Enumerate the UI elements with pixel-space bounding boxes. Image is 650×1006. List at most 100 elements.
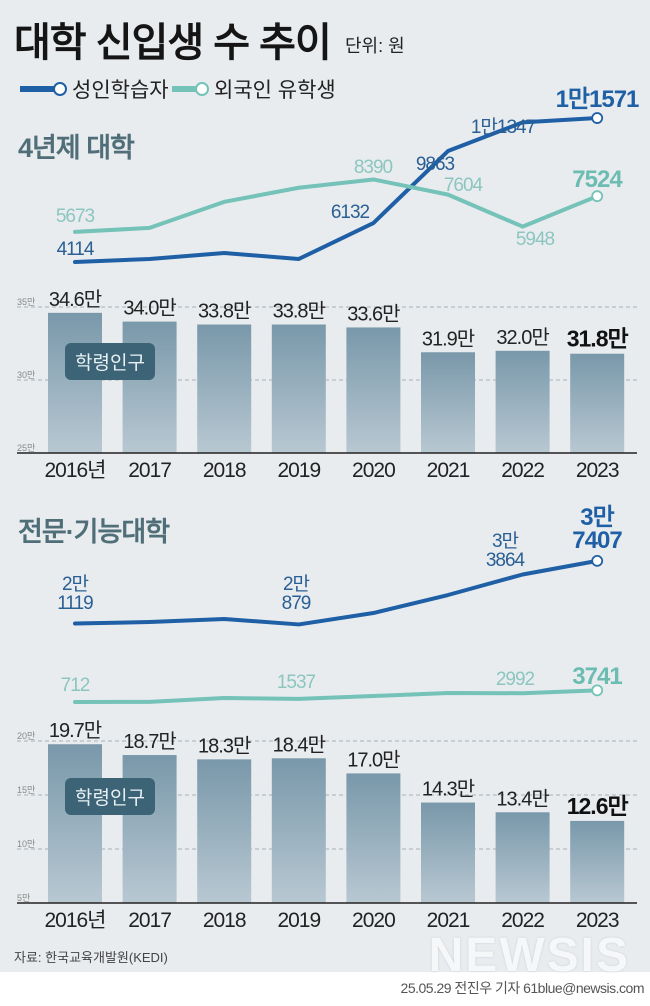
x-tick-label: 2020 (352, 909, 395, 932)
data-label-line: 3만 (491, 531, 519, 552)
x-tick-label: 2023 (576, 459, 619, 482)
series-end-marker (591, 684, 604, 697)
x-tick-label: 2019 (277, 459, 320, 482)
data-label-line: 2만 (61, 574, 89, 595)
data-label: 712 (60, 675, 91, 696)
legend-item-adult-learners: 성인학습자 (18, 74, 169, 104)
bar-value-label: 34.0만 (123, 297, 176, 320)
x-tick-label: 2019 (277, 909, 320, 932)
x-tick-label: 2018 (203, 909, 246, 932)
series-line (73, 688, 600, 704)
school-age-population-label: 학령인구 (65, 778, 155, 815)
bar (495, 350, 550, 453)
legend-line-marker-icon (20, 82, 67, 96)
source-note: 자료: 한국교육개발원(KEDI) (14, 950, 168, 965)
bar (48, 744, 102, 903)
data-label-line: 2만 (282, 574, 310, 595)
bar-value-label: 13.4만 (496, 787, 549, 810)
y-tick-label: 25만 (17, 443, 35, 453)
section-title-junior-college: 전문·기능대학 (18, 517, 170, 547)
series-line (73, 177, 600, 234)
x-tick-label: 2022 (501, 909, 544, 932)
bar (197, 759, 252, 903)
charts-canvas: 35만 30만 25만 34.6만 2016년 34.0만 2017 33.8만 2018 33.… (17, 112, 640, 932)
bar-value-label: 19.7만 (49, 719, 102, 742)
series-end-marker (591, 190, 604, 203)
data-label: 1만1347 (470, 117, 536, 138)
data-label: 7604 (443, 175, 483, 196)
x-tick-label: 2021 (427, 909, 470, 932)
bar-value-label: 17.0만 (347, 748, 400, 771)
bar (197, 324, 252, 453)
bar-value-label: 31.8만 (567, 326, 629, 352)
data-label: 9863 (415, 154, 455, 175)
bar (495, 812, 550, 903)
bar (122, 321, 177, 453)
data-label: 8390 (353, 157, 393, 178)
series-line (73, 116, 600, 264)
byline: 25.05.29 전진우 기자 61blue@newsis.com (400, 980, 645, 996)
x-tick-label: 2023 (576, 909, 619, 932)
data-label: 3만 3864 (485, 531, 525, 571)
x-tick-label: 2016년 (44, 909, 105, 932)
legend-line-marker-icon (172, 82, 209, 96)
data-label: 4114 (56, 239, 95, 260)
y-tick-label: 5만 (17, 893, 30, 903)
data-label-latest: 3만 7407 (572, 504, 622, 554)
series-end-marker (591, 112, 604, 124)
x-tick-label: 2018 (203, 459, 246, 482)
x-tick-label: 2022 (501, 459, 544, 482)
bar (346, 327, 401, 453)
data-label-line: 3만 (580, 504, 614, 531)
section-title-4year: 4년제 대학 (18, 133, 135, 163)
bar (421, 802, 475, 903)
bar-value-label: 14.3만 (422, 778, 475, 801)
series-line (73, 558, 600, 627)
y-tick-label: 15만 (17, 785, 35, 795)
bar-value-label: 18.3만 (198, 734, 251, 757)
bar (271, 324, 326, 453)
x-tick-label: 2017 (128, 909, 171, 932)
data-label: 5673 (55, 206, 95, 227)
y-tick-label: 30만 (17, 370, 35, 380)
y-tick-label: 35만 (17, 297, 35, 307)
x-tick-label: 2020 (352, 459, 395, 482)
legend-label: 성인학습자 (72, 79, 169, 102)
bar-value-label: 32.0만 (496, 326, 549, 349)
bar-value-label: 18.4만 (273, 733, 326, 756)
unit-label: 단위: 원 (345, 36, 405, 56)
bar-value-label: 31.9만 (422, 327, 475, 350)
legend-label: 외국인 유학생 (214, 79, 336, 102)
bar (421, 352, 475, 453)
school-age-population-label: 학령인구 (65, 343, 155, 380)
data-label: 1537 (276, 672, 316, 693)
data-label-line: 1119 (57, 593, 93, 614)
x-tick-label: 2017 (128, 459, 171, 482)
bar (570, 820, 625, 903)
data-label-line: 7407 (572, 527, 622, 554)
series-end-marker (591, 554, 604, 567)
bar (346, 773, 401, 903)
y-tick-label: 20만 (17, 731, 35, 741)
data-label-line: 3864 (485, 550, 525, 571)
data-label: 6132 (330, 202, 370, 223)
data-label: 5948 (515, 229, 555, 250)
data-label-latest: 7524 (572, 166, 622, 193)
data-label-latest: 3741 (572, 663, 622, 690)
bar (570, 353, 625, 453)
y-tick-label: 10만 (17, 839, 35, 849)
bar-value-label: 18.7만 (123, 730, 176, 753)
newsis-logo: NEWSIS (428, 929, 630, 982)
data-label-latest: 1만1571 (555, 86, 640, 113)
data-label: 2만 1119 (57, 574, 93, 614)
x-tick-label: 2016년 (44, 459, 105, 482)
x-tick-label: 2021 (427, 459, 470, 482)
data-label: 2만 879 (281, 574, 312, 614)
bar-value-label: 33.8만 (198, 300, 251, 323)
bar-value-label: 34.6만 (49, 288, 102, 311)
bar (271, 758, 326, 903)
bar-value-label: 33.6만 (347, 302, 400, 325)
bar-value-label: 33.8만 (273, 300, 326, 323)
data-label-line: 879 (281, 593, 312, 614)
bar (48, 312, 102, 453)
